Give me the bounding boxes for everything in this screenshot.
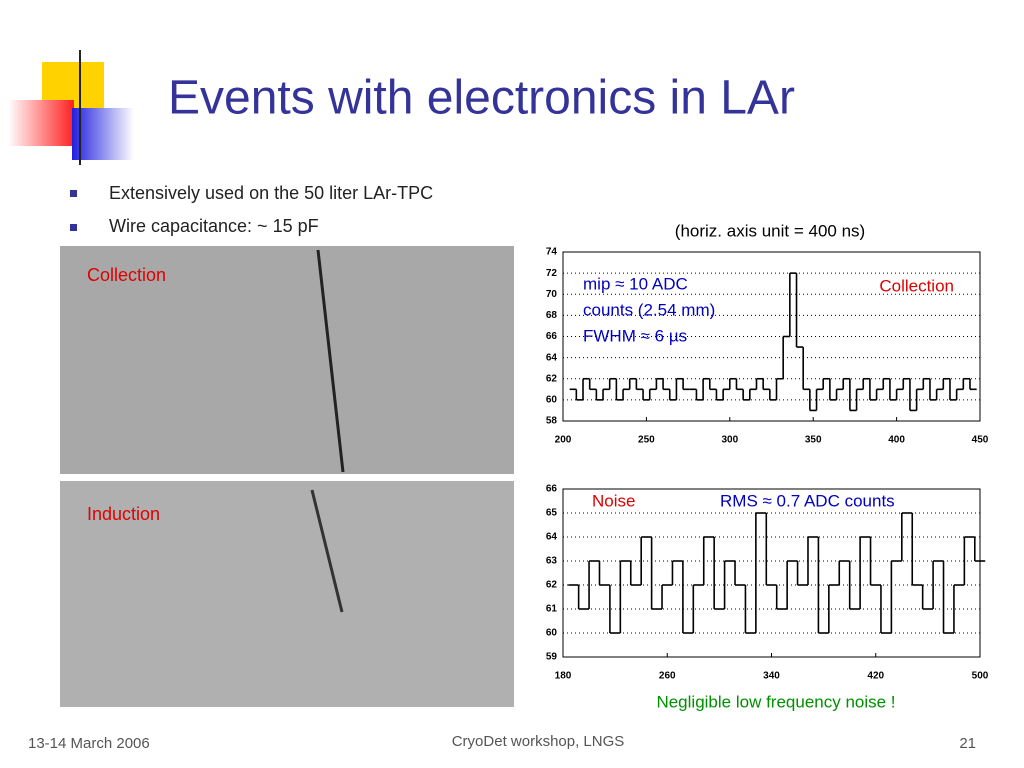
x-tick-label: 200 [555,435,572,446]
y-tick-label: 70 [546,289,558,300]
event-image [60,481,514,707]
y-tick-label: 65 [546,508,558,519]
x-tick-label: 420 [867,671,884,682]
annotation: FWHM ≈ 6 µs [583,326,687,345]
y-tick-label: 62 [546,373,558,384]
x-tick-label: 340 [763,671,780,682]
image-label: Induction [87,504,160,524]
chart-subtitle: (horiz. axis unit = 400 ns) [675,221,865,240]
y-tick-label: 60 [546,628,558,639]
bullet [70,190,77,197]
deco-red [8,100,74,146]
annotation: counts (2.54 mm) [583,300,715,319]
image-label: Collection [87,265,166,285]
y-tick-label: 68 [546,310,558,321]
x-tick-label: 250 [638,435,655,446]
x-tick-label: 180 [555,671,572,682]
x-tick-label: 400 [888,435,905,446]
annotation: mip ≈ 10 ADC [583,274,688,293]
bullet [70,224,77,231]
footer-event: CryoDet workshop, LNGS [452,733,625,750]
x-tick-label: 350 [805,435,822,446]
y-tick-label: 64 [546,532,558,543]
y-tick-label: 66 [546,331,558,342]
title: Events with electronics in LAr [168,72,795,125]
plot-frame [562,488,981,658]
y-tick-label: 64 [546,352,558,363]
y-tick-label: 60 [546,395,558,406]
y-tick-label: 66 [546,484,558,495]
y-tick-label: 61 [546,604,558,615]
footer-date: 13-14 March 2006 [28,735,150,752]
annotation: RMS ≈ 0.7 ADC counts [720,491,895,510]
y-tick-label: 59 [546,652,558,663]
x-tick-label: 450 [972,435,989,446]
chart-note: Negligible low frequency noise ! [656,692,895,711]
annotation: Collection [879,276,954,295]
annotation: Noise [592,491,635,510]
x-tick-label: 500 [972,671,989,682]
y-tick-label: 58 [546,416,558,427]
bullet-text: Wire capacitance: ~ 15 pF [109,216,319,236]
y-tick-label: 72 [546,268,558,279]
track [316,249,345,473]
y-tick-label: 63 [546,556,558,567]
footer-page: 21 [959,735,976,752]
y-tick-label: 62 [546,580,558,591]
track [310,489,344,613]
deco-blue [72,108,134,160]
event-image [60,246,514,474]
bullet-text: Extensively used on the 50 liter LAr-TPC [109,183,433,203]
y-tick-label: 74 [546,247,558,258]
x-tick-label: 260 [659,671,676,682]
x-tick-label: 300 [721,435,738,446]
